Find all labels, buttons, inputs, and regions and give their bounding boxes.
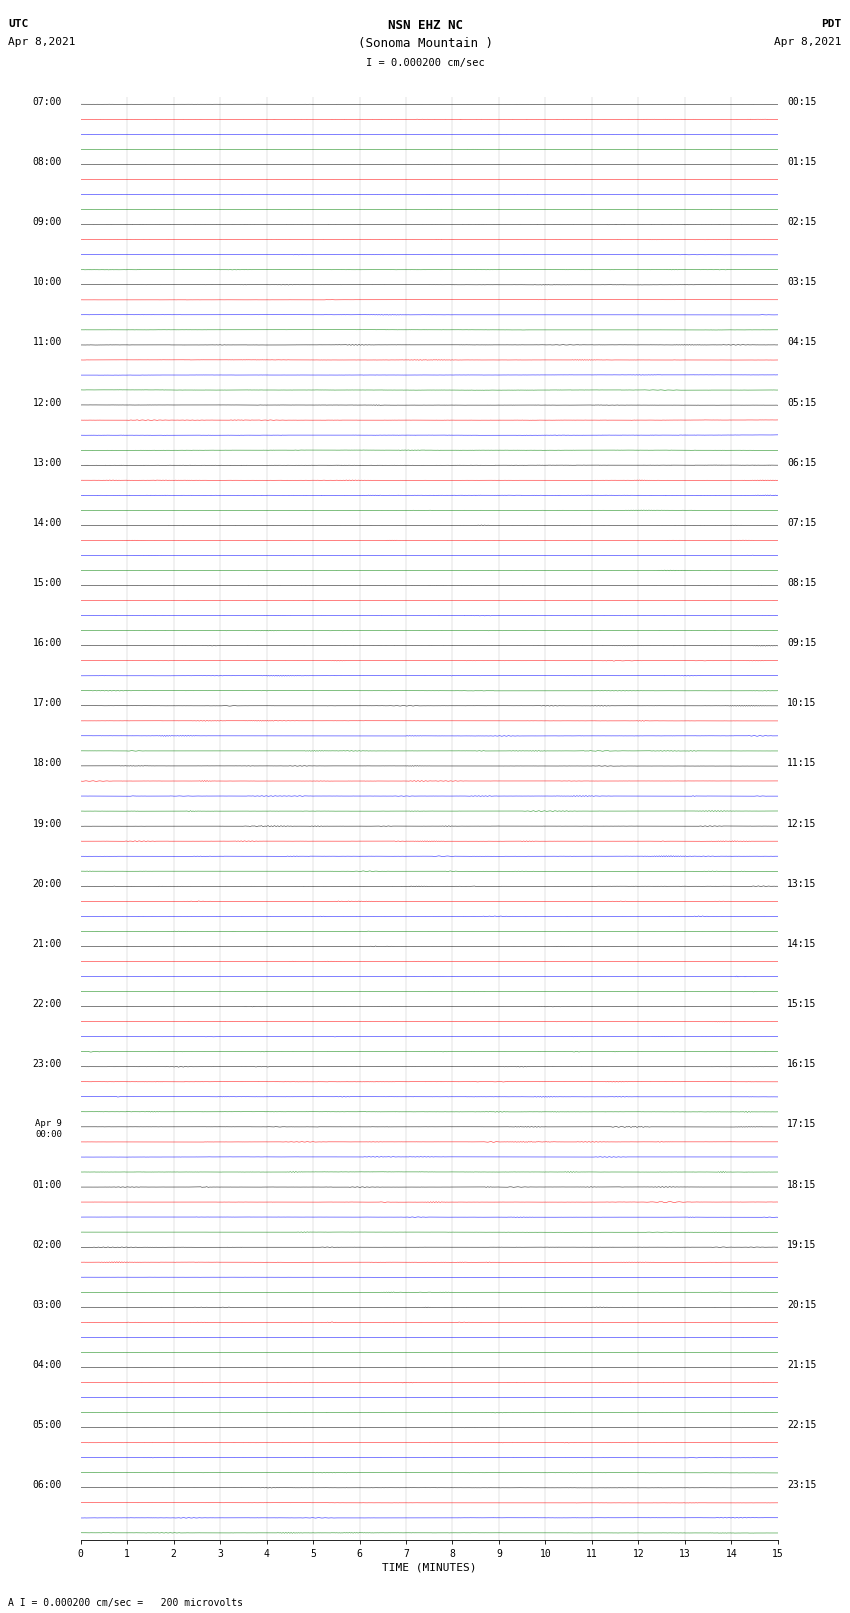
Text: 11:15: 11:15 xyxy=(787,758,816,768)
Text: 14:00: 14:00 xyxy=(33,518,62,527)
Text: 16:00: 16:00 xyxy=(33,639,62,648)
Text: 10:15: 10:15 xyxy=(787,698,816,708)
Text: 16:15: 16:15 xyxy=(787,1060,816,1069)
Text: 22:15: 22:15 xyxy=(787,1419,816,1431)
Text: 12:00: 12:00 xyxy=(33,397,62,408)
Text: PDT: PDT xyxy=(821,19,842,29)
Text: 04:00: 04:00 xyxy=(33,1360,62,1369)
Text: 03:15: 03:15 xyxy=(787,277,816,287)
Text: Apr 8,2021: Apr 8,2021 xyxy=(774,37,842,47)
Text: 07:00: 07:00 xyxy=(33,97,62,106)
Text: 05:15: 05:15 xyxy=(787,397,816,408)
Text: 17:15: 17:15 xyxy=(787,1119,816,1129)
Text: A I = 0.000200 cm/sec =   200 microvolts: A I = 0.000200 cm/sec = 200 microvolts xyxy=(8,1598,243,1608)
Text: (Sonoma Mountain ): (Sonoma Mountain ) xyxy=(358,37,492,50)
Text: 08:00: 08:00 xyxy=(33,156,62,166)
Text: 09:00: 09:00 xyxy=(33,218,62,227)
X-axis label: TIME (MINUTES): TIME (MINUTES) xyxy=(382,1563,477,1573)
Text: 10:00: 10:00 xyxy=(33,277,62,287)
Text: 02:00: 02:00 xyxy=(33,1240,62,1250)
Text: 06:00: 06:00 xyxy=(33,1481,62,1490)
Text: 19:00: 19:00 xyxy=(33,819,62,829)
Text: 21:00: 21:00 xyxy=(33,939,62,948)
Text: I = 0.000200 cm/sec: I = 0.000200 cm/sec xyxy=(366,58,484,68)
Text: 23:15: 23:15 xyxy=(787,1481,816,1490)
Text: UTC: UTC xyxy=(8,19,29,29)
Text: 18:00: 18:00 xyxy=(33,758,62,768)
Text: 05:00: 05:00 xyxy=(33,1419,62,1431)
Text: 15:15: 15:15 xyxy=(787,998,816,1010)
Text: 07:15: 07:15 xyxy=(787,518,816,527)
Text: Apr 8,2021: Apr 8,2021 xyxy=(8,37,76,47)
Text: 13:00: 13:00 xyxy=(33,458,62,468)
Text: 02:15: 02:15 xyxy=(787,218,816,227)
Text: Apr 9
00:00: Apr 9 00:00 xyxy=(36,1119,62,1139)
Text: 01:15: 01:15 xyxy=(787,156,816,166)
Text: NSN EHZ NC: NSN EHZ NC xyxy=(388,19,462,32)
Text: 14:15: 14:15 xyxy=(787,939,816,948)
Text: 23:00: 23:00 xyxy=(33,1060,62,1069)
Text: 09:15: 09:15 xyxy=(787,639,816,648)
Text: 03:00: 03:00 xyxy=(33,1300,62,1310)
Text: 12:15: 12:15 xyxy=(787,819,816,829)
Text: 00:15: 00:15 xyxy=(787,97,816,106)
Text: 11:00: 11:00 xyxy=(33,337,62,347)
Text: 13:15: 13:15 xyxy=(787,879,816,889)
Text: 04:15: 04:15 xyxy=(787,337,816,347)
Text: 15:00: 15:00 xyxy=(33,577,62,589)
Text: 22:00: 22:00 xyxy=(33,998,62,1010)
Text: 20:00: 20:00 xyxy=(33,879,62,889)
Text: 21:15: 21:15 xyxy=(787,1360,816,1369)
Text: 01:00: 01:00 xyxy=(33,1179,62,1189)
Text: 18:15: 18:15 xyxy=(787,1179,816,1189)
Text: 08:15: 08:15 xyxy=(787,577,816,589)
Text: 20:15: 20:15 xyxy=(787,1300,816,1310)
Text: 19:15: 19:15 xyxy=(787,1240,816,1250)
Text: 17:00: 17:00 xyxy=(33,698,62,708)
Text: 06:15: 06:15 xyxy=(787,458,816,468)
